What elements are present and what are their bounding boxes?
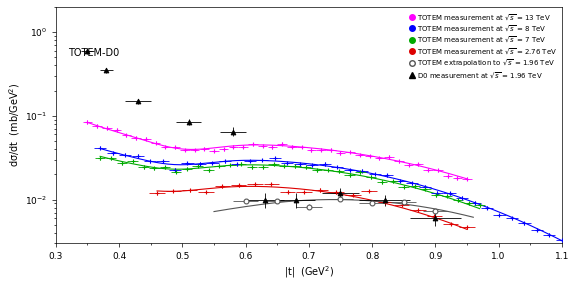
Text: TOTEM-D0: TOTEM-D0: [69, 48, 120, 58]
Y-axis label: dσ/dt  (mb/GeV$^2$): dσ/dt (mb/GeV$^2$): [7, 83, 22, 167]
X-axis label: |t|  (GeV$^2$): |t| (GeV$^2$): [284, 264, 334, 280]
Legend: TOTEM measurement at $\sqrt{s}$ = 13 TeV, TOTEM measurement at $\sqrt{s}$ = 8 Te: TOTEM measurement at $\sqrt{s}$ = 13 TeV…: [408, 10, 558, 81]
